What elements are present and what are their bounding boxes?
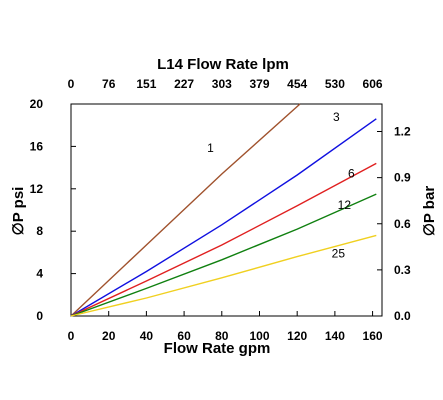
series-label-3: 3 bbox=[333, 110, 340, 124]
series-label-1: 1 bbox=[207, 141, 214, 155]
y2-tick-label: 0.0 bbox=[394, 309, 411, 323]
x2-tick-label: 530 bbox=[325, 77, 345, 91]
y2-tick-label: 0.3 bbox=[394, 263, 411, 277]
x2-tick-label: 76 bbox=[102, 77, 116, 91]
x-tick-label: 140 bbox=[325, 329, 345, 343]
x2-tick-label: 0 bbox=[68, 77, 75, 91]
series-line-1 bbox=[70, 103, 301, 317]
x-tick-label: 40 bbox=[140, 329, 154, 343]
bottom-axis-ticks: 0 20 40 60 80 100 120 140 160 bbox=[68, 311, 383, 343]
y-axis-label: ∅P psi bbox=[10, 187, 27, 236]
x2-tick-label: 227 bbox=[174, 77, 194, 91]
series-label-6: 6 bbox=[348, 166, 355, 180]
y-tick-label: 12 bbox=[30, 182, 44, 196]
y2-tick-label: 0.9 bbox=[394, 171, 411, 185]
y2-axis-label: ∅P bar bbox=[421, 186, 438, 236]
x-axis-label: Flow Rate gpm bbox=[164, 340, 271, 357]
x-tick-label: 80 bbox=[215, 329, 229, 343]
series-lines: 1 3 6 12 25 bbox=[70, 103, 377, 317]
top-axis-ticks: 0 76 151 227 303 379 454 530 606 bbox=[68, 77, 383, 91]
y2-tick-label: 1.2 bbox=[394, 125, 411, 139]
series-line-6 bbox=[70, 162, 377, 317]
x-tick-label: 60 bbox=[177, 329, 191, 343]
plot-frame bbox=[70, 103, 383, 317]
y-tick-label: 8 bbox=[36, 224, 43, 238]
x-tick-label: 0 bbox=[68, 329, 75, 343]
y-tick-label: 16 bbox=[30, 139, 44, 153]
series-line-12 bbox=[70, 193, 377, 317]
x2-tick-label: 606 bbox=[363, 77, 383, 91]
x2-tick-label: 454 bbox=[287, 77, 307, 91]
x-tick-label: 100 bbox=[249, 329, 269, 343]
y-tick-label: 4 bbox=[36, 267, 43, 281]
y-tick-label: 20 bbox=[30, 97, 44, 111]
series-line-3 bbox=[70, 118, 377, 317]
left-axis-ticks: 0 4 8 12 16 20 bbox=[30, 97, 76, 323]
series-label-25: 25 bbox=[332, 246, 346, 260]
right-axis-ticks: 0.0 0.3 0.6 0.9 1.2 bbox=[377, 125, 411, 323]
x2-tick-label: 151 bbox=[136, 77, 156, 91]
x-tick-label: 120 bbox=[287, 329, 307, 343]
x-tick-label: 20 bbox=[102, 329, 116, 343]
y-tick-label: 0 bbox=[36, 309, 43, 323]
series-line-25 bbox=[70, 234, 377, 317]
x2-tick-label: 303 bbox=[212, 77, 232, 91]
series-label-12: 12 bbox=[338, 198, 352, 212]
x2-tick-label: 379 bbox=[249, 77, 269, 91]
y2-tick-label: 0.6 bbox=[394, 217, 411, 231]
x-tick-label: 160 bbox=[363, 329, 383, 343]
chart-title: L14 Flow Rate lpm bbox=[157, 56, 289, 73]
